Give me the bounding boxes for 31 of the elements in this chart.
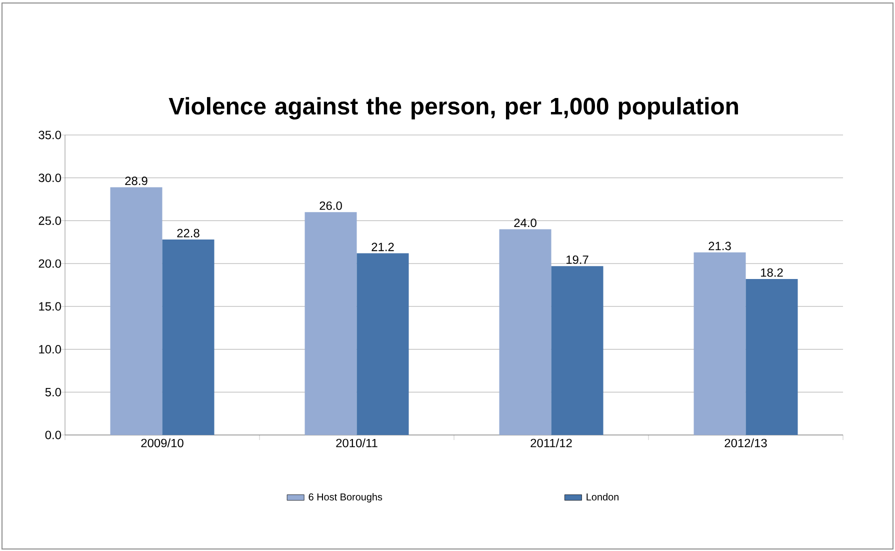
legend-label: London (586, 493, 618, 500)
x-tick-label: 2012/13 (724, 438, 767, 448)
bar (162, 240, 214, 435)
bar (746, 278, 798, 435)
data-label: 21.3 (708, 242, 731, 250)
y-tick-label: 15.0 (39, 302, 62, 311)
y-tick-label: 35.0 (38, 130, 62, 140)
bar (304, 212, 357, 435)
data-label: 19.7 (566, 255, 588, 264)
data-label: 26.0 (320, 201, 342, 210)
bar (694, 252, 746, 435)
y-tick-label: 10.0 (39, 345, 62, 354)
y-tick-label: 25.0 (38, 216, 62, 225)
x-tick-label: 2011/12 (530, 438, 572, 448)
y-tick-label: 5.0 (45, 388, 62, 396)
y-tick-label: 30.0 (38, 174, 62, 182)
bar (499, 229, 552, 435)
y-tick-label: 0.0 (45, 430, 62, 440)
data-label: 28.9 (125, 176, 148, 186)
data-label: 21.2 (372, 242, 394, 252)
chart-title: Violence against the person, per 1,000 population (168, 97, 738, 120)
x-tick-label: 2009/10 (141, 438, 184, 448)
bar (356, 253, 409, 435)
legend-label: 6 Host Boroughs (308, 493, 382, 502)
bar (110, 187, 162, 435)
y-tick-label: 20.0 (38, 259, 62, 268)
data-label: 24.0 (514, 218, 536, 228)
data-label: 18.2 (761, 268, 783, 277)
x-tick-label: 2010/11 (336, 438, 378, 448)
bar (551, 266, 604, 435)
data-label: 22.8 (177, 228, 200, 238)
